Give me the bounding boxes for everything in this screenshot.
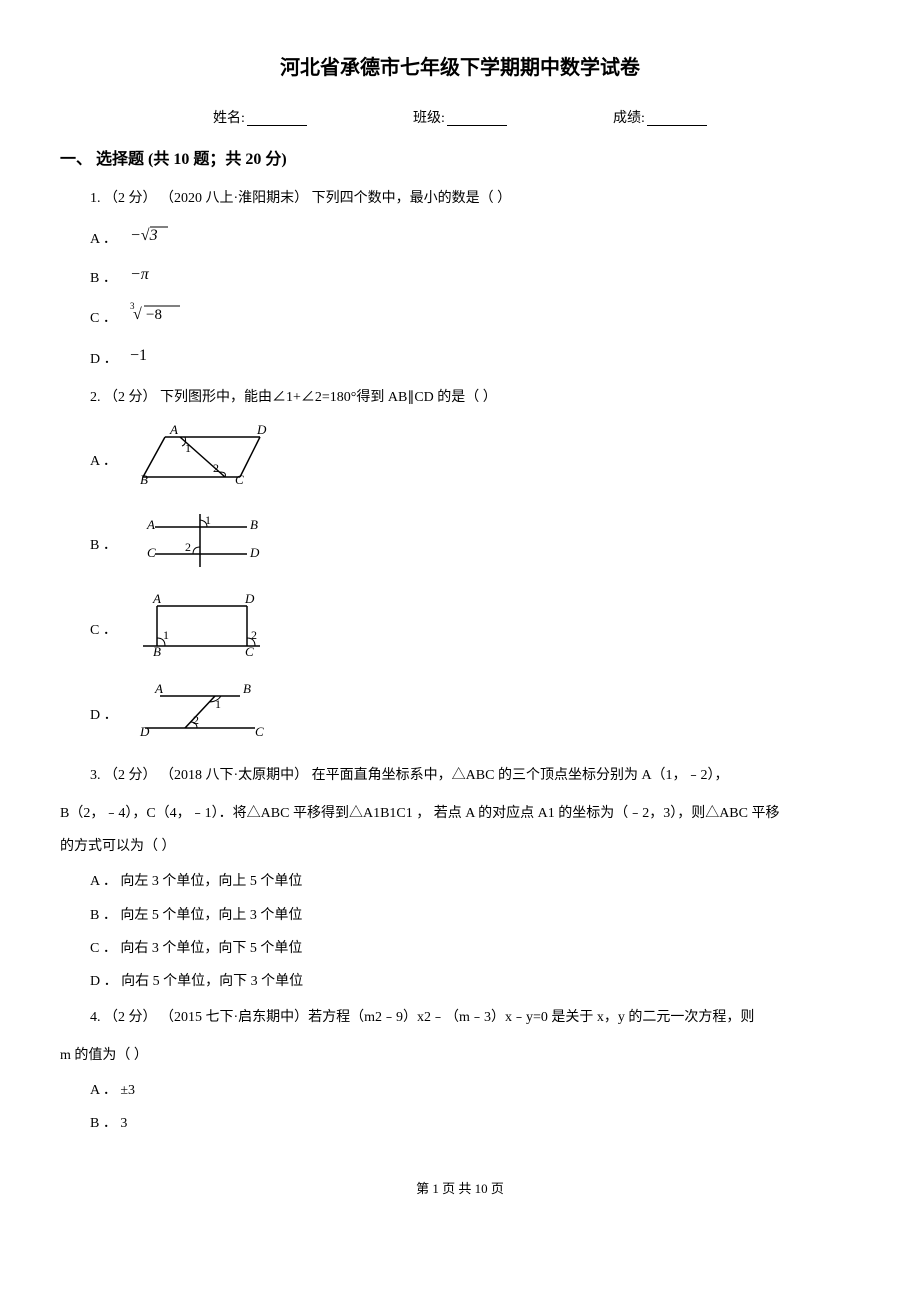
q1-optA-label: A ．	[90, 227, 120, 252]
svg-text:A: A	[152, 591, 161, 606]
student-info-row: 姓名: 班级: 成绩:	[60, 106, 860, 131]
svg-text:C: C	[235, 472, 244, 487]
class-label: 班级:	[413, 106, 445, 131]
svg-text:1: 1	[163, 628, 169, 642]
svg-text:−√3: −√3	[130, 227, 158, 244]
question-3-line2: B（2，﹣4），C（4，﹣1）．将△ABC 平移得到△A1B1C1 ， 若点 A…	[60, 800, 860, 828]
svg-text:−8: −8	[146, 307, 162, 323]
svg-text:B: B	[243, 681, 251, 696]
svg-text:A: A	[146, 517, 155, 532]
q1-optC-math: 3√−8	[130, 301, 190, 336]
question-2: 2. （2 分） 下列图形中，能由∠1+∠2=180°得到 AB∥CD 的是（ …	[90, 384, 860, 412]
q2-option-b: B ． A B C D 1 2	[90, 509, 860, 583]
q2-figD: A B D C 1 2	[135, 678, 275, 752]
question-3-line1: 3. （2 分） （2018 八下·太原期中） 在平面直角坐标系中，△ABC 的…	[90, 762, 860, 790]
class-blank	[447, 112, 507, 126]
q2-option-d: D ． A B D C 1 2	[90, 678, 860, 752]
q2-option-a: A ． A D B C 1 2	[90, 422, 860, 501]
q1-optB-label: B ．	[90, 266, 120, 291]
q2-optC-label: C ．	[90, 618, 120, 643]
svg-text:A: A	[169, 422, 178, 437]
svg-text:D: D	[139, 724, 150, 739]
svg-text:2: 2	[251, 628, 257, 642]
svg-text:C: C	[147, 545, 156, 560]
q3-option-b: B ． 向左 5 个单位，向上 3 个单位	[90, 903, 860, 928]
score-field: 成绩:	[613, 106, 707, 131]
q1-option-c: C ． 3√−8	[90, 301, 860, 336]
q2-optA-label: A ．	[90, 449, 120, 474]
q2-figB: A B C D 1 2	[135, 509, 275, 583]
svg-text:B: B	[250, 517, 258, 532]
score-blank	[647, 112, 707, 126]
q3-option-c: C ． 向右 3 个单位，向下 5 个单位	[90, 936, 860, 961]
page-title: 河北省承德市七年级下学期期中数学试卷	[60, 50, 860, 86]
section-1-header: 一、 选择题 (共 10 题；共 20 分)	[60, 146, 860, 175]
question-3-line3: 的方式可以为（ ）	[60, 833, 860, 861]
svg-text:A: A	[154, 681, 163, 696]
svg-text:2: 2	[213, 461, 219, 475]
svg-text:√: √	[133, 306, 142, 323]
q3-option-a: A ． 向左 3 个单位，向上 5 个单位	[90, 869, 860, 894]
q2-option-c: C ． A D B C 1 2	[90, 591, 860, 670]
q1-option-a: A ． −√3	[90, 223, 860, 256]
svg-text:C: C	[255, 724, 264, 739]
question-1: 1. （2 分） （2020 八上·淮阳期末） 下列四个数中，最小的数是（ ）	[90, 185, 860, 213]
svg-text:−1: −1	[130, 347, 147, 364]
name-label: 姓名:	[213, 106, 245, 131]
q1-optA-math: −√3	[130, 223, 180, 256]
svg-text:2: 2	[185, 540, 191, 554]
q2-figA: A D B C 1 2	[135, 422, 275, 501]
q4-option-b: B ． 3	[90, 1111, 860, 1136]
q3-option-d: D ． 向右 5 个单位，向下 3 个单位	[90, 969, 860, 994]
svg-text:1: 1	[205, 513, 211, 527]
svg-text:1: 1	[185, 441, 191, 455]
q1-optD-math: −1	[130, 345, 170, 374]
q2-figC: A D B C 1 2	[135, 591, 275, 670]
score-label: 成绩:	[613, 106, 645, 131]
name-field: 姓名:	[213, 106, 307, 131]
page-footer: 第 1 页 共 10 页	[60, 1177, 860, 1200]
name-blank	[247, 112, 307, 126]
question-4-line2: m 的值为（ ）	[60, 1042, 860, 1070]
class-field: 班级:	[413, 106, 507, 131]
q2-optB-label: B ．	[90, 533, 120, 558]
q2-optD-label: D ．	[90, 703, 120, 728]
q1-option-b: B ． −π	[90, 264, 860, 293]
svg-text:−π: −π	[130, 266, 150, 283]
q1-optB-math: −π	[130, 264, 170, 293]
q4-option-a: A ． ±3	[90, 1078, 860, 1103]
svg-text:D: D	[256, 422, 267, 437]
svg-text:D: D	[249, 545, 260, 560]
q1-optD-label: D ．	[90, 347, 120, 372]
question-4-line1: 4. （2 分） （2015 七下·启东期中）若方程（m2﹣9）x2﹣（m﹣3）…	[90, 1004, 860, 1032]
q1-option-d: D ． −1	[90, 345, 860, 374]
q1-optC-label: C ．	[90, 306, 120, 331]
svg-text:D: D	[244, 591, 255, 606]
